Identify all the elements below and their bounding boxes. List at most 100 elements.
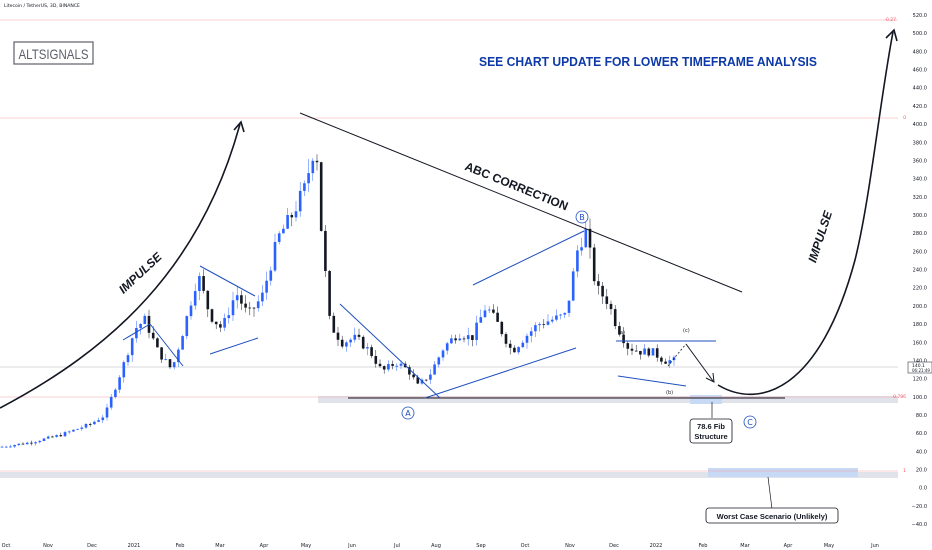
candle-body: [508, 343, 512, 348]
fib-0786-axis-label: 0.786: [893, 394, 906, 400]
price-tick-label: 480.0: [913, 49, 927, 55]
candle-body: [214, 321, 218, 325]
candle-body: [525, 335, 529, 343]
price-tick-label: 540.0: [913, 0, 927, 1]
candle-body: [311, 160, 315, 174]
price-tick-label: 100.0: [913, 395, 927, 401]
worst-case-text: Worst Case Scenario (Unlikely): [717, 512, 828, 521]
candle-body: [601, 285, 604, 297]
time-tick-label: Nov: [565, 543, 575, 549]
time-tick-label: May: [301, 543, 311, 549]
symbol-title: Litecoin / TetherUS, 3D, BINANCE: [4, 3, 80, 9]
price-tick-label: 60.0: [916, 431, 927, 437]
fib-1-zone: [0, 472, 898, 478]
candle-body: [349, 339, 352, 343]
candle-body: [559, 314, 562, 316]
candle-body: [248, 307, 252, 309]
price-tick-label: 20.0: [916, 468, 927, 474]
candle-body: [122, 362, 126, 378]
time-axis[interactable]: Oct Nov Dec 2021 Feb Mar Apr May Jun Jul Aug Sep Oct…: [2, 543, 879, 549]
candle-body: [517, 347, 520, 353]
candle-body: [303, 183, 306, 191]
candle-body: [109, 396, 113, 408]
candle-body: [298, 190, 302, 212]
candle-body: [160, 347, 163, 360]
candle-body: [315, 160, 319, 163]
candle-body: [626, 343, 630, 349]
candle-body: [332, 315, 336, 333]
candle-body: [143, 315, 147, 325]
candle-body: [391, 364, 394, 366]
candle-body: [34, 442, 37, 444]
candle-body: [139, 324, 142, 328]
candle-body: [227, 315, 231, 319]
candle-body: [340, 339, 344, 347]
candle-body: [378, 363, 382, 367]
candle-body: [496, 312, 499, 322]
candle-body: [46, 436, 50, 439]
logo-text: ALTSIGNALS: [19, 46, 89, 62]
candle-body: [550, 319, 554, 322]
candle-body: [618, 326, 621, 335]
candle-body: [445, 343, 449, 351]
candle-body: [521, 342, 525, 348]
candle-body: [30, 442, 33, 444]
candle-body: [181, 336, 184, 350]
price-tick-label: 420.0: [913, 104, 927, 110]
fib-structure-line1: 78.6 Fib: [697, 422, 725, 431]
candle-body: [164, 359, 168, 360]
candle-body: [609, 303, 613, 310]
wave-c-circle: [743, 415, 757, 429]
candle-body: [567, 300, 571, 313]
candle-body: [223, 318, 226, 328]
price-tick-label: 320.0: [913, 195, 927, 201]
candle-body: [542, 324, 546, 325]
time-tick-label: Jun: [347, 543, 356, 549]
subwave-c-label: (c): [683, 328, 690, 334]
candle-body: [189, 305, 193, 317]
candle-body: [664, 361, 667, 364]
candle-body: [655, 348, 659, 358]
candle-body: [580, 247, 583, 251]
candle-body: [59, 435, 63, 437]
price-tick-label: 240.0: [913, 268, 927, 274]
candle-body: [151, 332, 155, 339]
fib-1-axis-label: 1: [903, 468, 906, 474]
candle-body: [244, 303, 247, 308]
time-tick-label: Nov: [43, 543, 53, 549]
price-tick-label: 40.0: [916, 449, 927, 455]
candle-body: [660, 357, 663, 362]
candle-body: [382, 366, 386, 370]
candle-body: [555, 315, 558, 320]
candle-body: [21, 443, 25, 445]
candle-body: [97, 420, 100, 422]
candle-body: [282, 228, 285, 234]
candle-body: [361, 336, 365, 349]
candle-body: [576, 250, 579, 272]
candle-body: [546, 321, 550, 325]
candle-body: [475, 322, 478, 341]
price-tick-label: 500.0: [913, 31, 927, 37]
wave-b-label: B: [579, 213, 585, 222]
candle-body: [471, 335, 474, 341]
time-tick-label: Oct: [2, 543, 11, 549]
time-tick-label: Jul: [393, 543, 400, 549]
candle-body: [639, 350, 642, 355]
price-tick-label: 220.0: [913, 286, 927, 292]
candle-body: [500, 321, 504, 335]
price-tick-label: 160.0: [913, 340, 927, 346]
wedge-line-2: [149, 323, 184, 367]
triangle-upper: [199, 265, 256, 297]
candle-body: [466, 335, 470, 340]
candle-body: [613, 309, 617, 327]
candle-body: [370, 347, 373, 357]
candle-body: [9, 446, 12, 448]
price-axis[interactable]: 540.0 520.0 500.0 480.0 460.0 440.0 420.0 400.0…: [912, 0, 927, 528]
candle-body: [668, 360, 672, 364]
time-tick-label: Aug: [431, 543, 441, 549]
projection-arrow: [685, 343, 714, 382]
candle-body: [353, 334, 357, 340]
price-tick-label: 0.0: [919, 486, 927, 492]
candle-body: [454, 338, 457, 341]
